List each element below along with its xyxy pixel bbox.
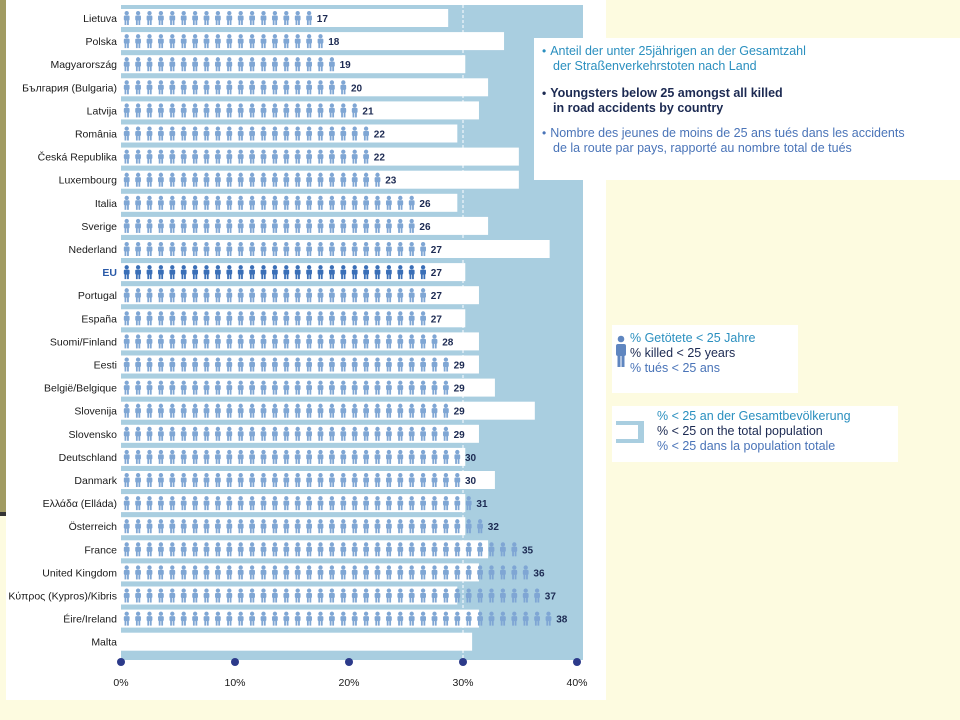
population-bar	[121, 540, 489, 559]
bar-legend: % < 25 an der Gesamtbevölkerung % < 25 o…	[612, 406, 898, 462]
value-label: 20	[351, 83, 363, 94]
bar-legend-de: % < 25 an der Gesamtbevölkerung	[657, 409, 851, 423]
axis-tick-label: 20%	[338, 677, 359, 689]
category-label: Česká Republika	[38, 151, 118, 164]
axis-tick-label: 40%	[566, 677, 587, 689]
icon-legend-en: % killed < 25 years	[630, 346, 736, 360]
axis-tick-label: 10%	[224, 677, 245, 689]
category-label: България (Bulgaria)	[22, 82, 117, 94]
bullet-icon: •	[542, 86, 547, 100]
value-label: 19	[340, 60, 352, 71]
road-deaths-chart: Lietuva 17 Polska 18 Magyarország 19 България …	[8, 5, 588, 689]
category-label: Eesti	[94, 360, 117, 372]
chart-panel: Lietuva 17 Polska 18 Magyarország 19 България …	[6, 0, 606, 700]
value-label: 26	[419, 222, 431, 233]
axis-tick-dot	[345, 658, 353, 666]
value-label: 28	[442, 337, 454, 348]
population-bar	[121, 632, 473, 651]
axis-tick-dot	[459, 658, 467, 666]
value-label: 32	[488, 522, 500, 533]
value-label: 29	[454, 407, 466, 418]
bullet-icon: •	[542, 44, 547, 58]
title-de-line2: der Straßenverkehrstoten nach Land	[553, 59, 757, 73]
category-label: Sverige	[81, 221, 117, 233]
title-de-line1: Anteil der unter 25jährigen an der Gesam…	[550, 44, 806, 58]
axis-tick-dot	[117, 658, 125, 666]
category-label: Suomi/Finland	[50, 336, 117, 348]
category-label: Luxembourg	[59, 175, 118, 187]
title-fr-line1: Nombre des jeunes de moins de 25 ans tué…	[550, 126, 905, 140]
value-label: 37	[545, 592, 557, 603]
title-en: • Youngsters below 25 amongst all killed …	[542, 86, 954, 116]
category-label: Italia	[95, 198, 117, 210]
category-label: Slovensko	[69, 429, 118, 441]
value-label: 26	[419, 199, 431, 210]
bar-legend-fr: % < 25 dans la population totale	[657, 439, 836, 453]
category-label: Lietuva	[83, 13, 117, 25]
axis-tick-dot	[573, 658, 581, 666]
population-swatch	[616, 421, 644, 443]
population-bar	[121, 32, 505, 51]
value-label: 27	[431, 268, 443, 279]
category-label: België/Belgique	[44, 383, 117, 395]
value-label: 29	[454, 430, 466, 441]
population-bar	[121, 401, 535, 420]
axis-tick-label: 30%	[452, 677, 473, 689]
value-label: 27	[431, 291, 443, 302]
category-label: France	[84, 544, 117, 556]
title-fr: • Nombre des jeunes de moins de 25 ans tu…	[542, 126, 954, 156]
value-label: 17	[317, 14, 329, 25]
value-label: 36	[533, 568, 545, 579]
category-label: Österreich	[69, 521, 118, 533]
icon-legend: % Getötete < 25 Jahre % killed < 25 year…	[612, 325, 798, 393]
axis-tick-dot	[231, 658, 239, 666]
category-label: Éire/Ireland	[63, 613, 117, 626]
bullet-icon: •	[542, 126, 547, 140]
category-label: United Kingdom	[42, 567, 117, 579]
category-label: Slovenija	[74, 406, 117, 418]
value-label: 29	[454, 384, 466, 395]
category-label: Polska	[85, 36, 117, 48]
icon-legend-fr: % tués < 25 ans	[630, 361, 720, 375]
axis-tick-label: 0%	[113, 677, 128, 689]
category-label: España	[81, 313, 117, 325]
category-label: Deutschland	[59, 452, 118, 464]
value-label: 29	[454, 361, 466, 372]
value-label: 18	[328, 37, 340, 48]
category-label: Danmark	[74, 475, 117, 487]
value-label: 22	[374, 153, 386, 164]
bar-legend-en: % < 25 on the total population	[657, 424, 823, 438]
value-label: 23	[385, 176, 397, 187]
category-label: Ελλάδα (Elláda)	[43, 498, 117, 510]
category-label: Magyarország	[50, 59, 117, 71]
category-label: EU	[102, 267, 117, 279]
title-legend: • Anteil der unter 25jährigen an der Gesa…	[534, 38, 960, 180]
title-en-line2: in road accidents by country	[553, 101, 724, 115]
title-en-line1: Youngsters below 25 amongst all killed	[550, 86, 783, 100]
left-decor-mark	[0, 512, 6, 516]
category-label: Κύπρος (Kypros)/Kibris	[8, 591, 117, 603]
value-label: 30	[465, 476, 477, 487]
value-label: 27	[431, 314, 443, 325]
title-de: • Anteil der unter 25jährigen an der Gesa…	[542, 44, 954, 74]
icon-legend-de: % Getötete < 25 Jahre	[630, 331, 756, 345]
person-icon	[616, 335, 626, 367]
value-label: 21	[362, 106, 374, 117]
population-bar	[121, 78, 489, 97]
category-label: Nederland	[69, 244, 118, 256]
value-label: 31	[476, 499, 488, 510]
title-fr-line2: de la route par pays, rapporté au nombre…	[553, 141, 852, 155]
value-label: 30	[465, 453, 477, 464]
value-label: 35	[522, 545, 534, 556]
population-bar	[121, 216, 489, 235]
value-label: 27	[431, 245, 443, 256]
category-label: Latvija	[87, 105, 118, 117]
value-label: 38	[556, 615, 568, 626]
category-label: Malta	[91, 637, 117, 649]
value-label: 22	[374, 130, 386, 141]
category-label: România	[75, 129, 117, 141]
category-label: Portugal	[78, 290, 117, 302]
left-decor-strip	[0, 0, 6, 512]
